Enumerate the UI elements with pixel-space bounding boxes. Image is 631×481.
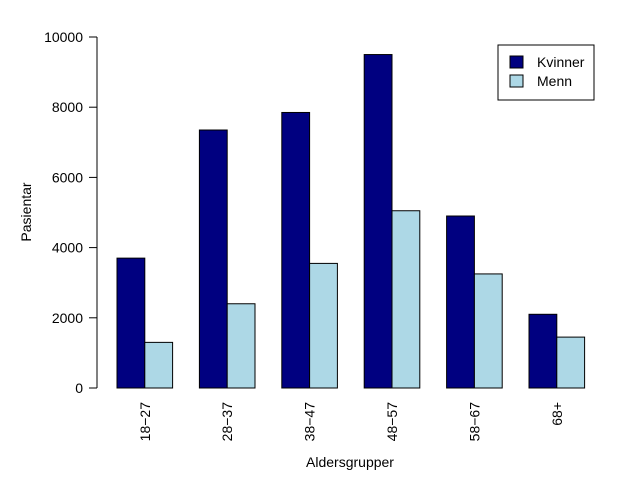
x-tick-label: 58−67 — [466, 402, 482, 442]
x-tick-label: 48−57 — [384, 402, 400, 442]
legend-box — [497, 44, 595, 101]
x-tick-label: 18−27 — [137, 402, 153, 442]
legend-label-kvinner: Kvinner — [537, 54, 585, 70]
y-tick-label: 0 — [75, 380, 83, 396]
y-tick-label: 2000 — [52, 310, 83, 326]
x-tick-label: 28−37 — [219, 402, 235, 442]
x-axis: 18−27 28−37 38−47 48−57 58−67 68+ — [137, 402, 565, 442]
legend: Kvinner Menn — [497, 44, 595, 101]
bar-menn-3 — [391, 210, 421, 389]
bar-kvinner-5 — [528, 313, 558, 389]
legend-swatch-menn — [509, 74, 524, 88]
x-axis-title: Aldersgrupper — [306, 454, 394, 470]
y-tick-label: 4000 — [52, 240, 83, 256]
x-tick-label: 68+ — [549, 402, 565, 426]
legend-swatch-kvinner — [509, 55, 524, 69]
y-tick-label: 10000 — [44, 29, 83, 45]
bar-menn-4 — [473, 273, 503, 389]
bar-menn-1 — [226, 303, 256, 389]
bar-kvinner-2 — [281, 111, 311, 389]
bar-kvinner-4 — [446, 215, 475, 389]
y-tick-label: 6000 — [52, 169, 83, 185]
y-axis-title: Pasientar — [18, 182, 34, 241]
bar-menn-0 — [144, 341, 174, 389]
bars — [116, 54, 586, 389]
y-tick-label: 8000 — [52, 99, 83, 115]
bar-kvinner-0 — [116, 257, 146, 389]
bar-kvinner-1 — [198, 129, 228, 389]
bar-menn-5 — [556, 336, 586, 389]
y-axis: 0 2000 4000 6000 8000 10000 — [44, 29, 98, 396]
x-tick-label: 38−47 — [302, 402, 318, 442]
legend-label-menn: Menn — [537, 73, 572, 89]
bar-kvinner-3 — [363, 54, 393, 389]
bar-menn-2 — [309, 262, 338, 389]
